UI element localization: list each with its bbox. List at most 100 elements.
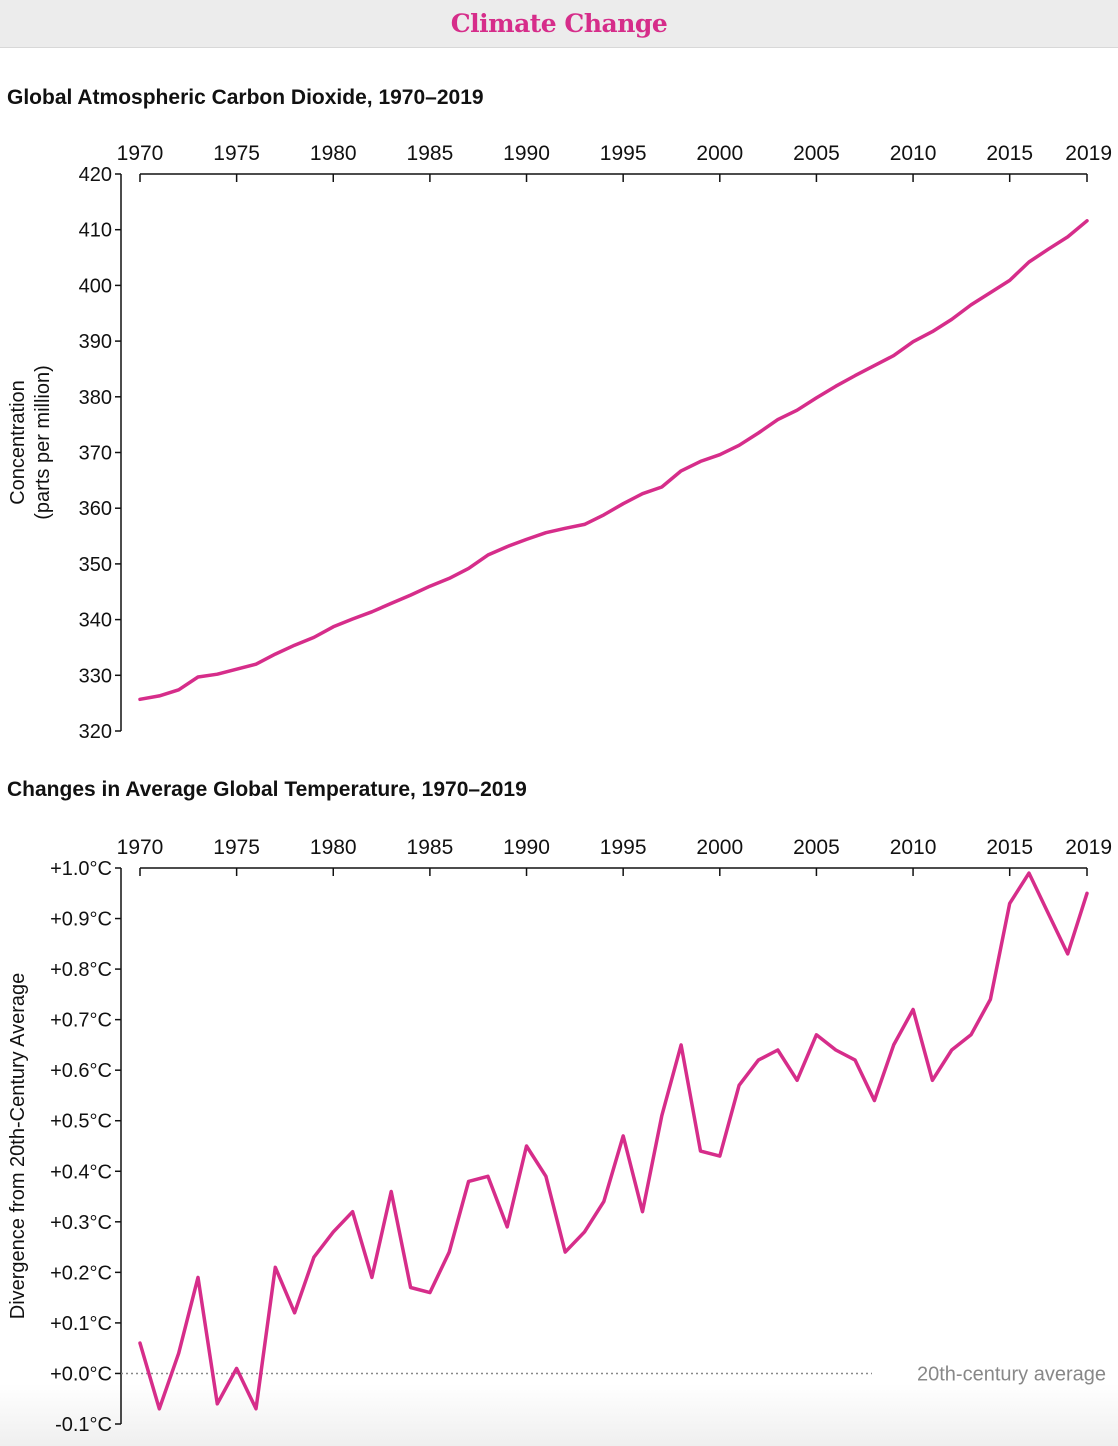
temp-data-point — [737, 1083, 741, 1087]
temp-data-point — [138, 1341, 142, 1345]
co2-y-tick-label: 410 — [79, 220, 112, 242]
temp-data-point — [1066, 952, 1070, 956]
co2-data-point — [814, 396, 818, 400]
co2-x-tick-label: 1990 — [503, 142, 550, 165]
temp-data-point — [583, 1230, 587, 1234]
co2-y-tick-label: 400 — [79, 275, 112, 297]
temp-y-tick-label: +0.7°C — [50, 1010, 112, 1032]
temp-data-point — [699, 1149, 703, 1153]
co2-y-tick-label: 370 — [79, 443, 112, 465]
temp-data-point — [196, 1275, 200, 1279]
co2-data-point — [892, 354, 896, 358]
co2-x-tick-label: 2000 — [696, 142, 743, 165]
co2-y-tick-label: 320 — [79, 721, 112, 743]
temp-x-tick-label: 1975 — [213, 836, 260, 859]
co2-data-point — [409, 593, 413, 597]
co2-data-point — [525, 537, 529, 541]
co2-x-tick-label: 2010 — [890, 142, 937, 165]
co2-y-axis-label: (parts per million) — [32, 365, 54, 519]
co2-data-point — [177, 688, 181, 692]
temp-data-point — [718, 1154, 722, 1158]
temp-data-point — [563, 1250, 567, 1254]
co2-data-point — [389, 601, 393, 605]
co2-y-tick-label: 420 — [79, 164, 112, 186]
temp-data-point — [215, 1402, 219, 1406]
temp-data-point — [544, 1174, 548, 1178]
temp-data-point — [312, 1255, 316, 1259]
temp-data-point — [1046, 912, 1050, 916]
temp-data-point — [525, 1144, 529, 1148]
temp-data-point — [273, 1265, 277, 1269]
temp-data-point — [641, 1210, 645, 1214]
temp-data-point — [872, 1099, 876, 1103]
co2-data-point — [872, 364, 876, 368]
temp-y-tick-label: +0.4°C — [50, 1161, 112, 1183]
temp-data-point — [331, 1230, 335, 1234]
bottom-fade — [0, 1384, 1118, 1446]
co2-data-point — [621, 502, 625, 506]
temp-reference-label: 20th-century average — [917, 1363, 1106, 1385]
temp-x-tick-label: 1990 — [503, 836, 550, 859]
co2-data-point — [834, 384, 838, 388]
temp-data-point — [409, 1286, 413, 1290]
co2-data-point — [776, 418, 780, 422]
temp-data-point — [157, 1407, 161, 1411]
temp-data-point — [486, 1174, 490, 1178]
temp-x-tick-label: 2019 — [1065, 836, 1112, 859]
temp-y-tick-label: +0.2°C — [50, 1262, 112, 1284]
co2-data-point — [930, 330, 934, 334]
temp-data-point — [950, 1048, 954, 1052]
temp-data-point — [930, 1078, 934, 1082]
temp-x-tick-label: 1970 — [117, 836, 164, 859]
co2-x-tick-label: 1995 — [600, 142, 647, 165]
temp-y-tick-label: +0.9°C — [50, 909, 112, 931]
temp-x-tick-label: 2015 — [986, 836, 1033, 859]
temp-data-point — [293, 1311, 297, 1315]
co2-data-point — [641, 492, 645, 496]
temp-x-tick-label: 1980 — [310, 836, 357, 859]
co2-data-point — [853, 374, 857, 378]
temp-y-tick-label: +0.5°C — [50, 1111, 112, 1133]
header-bar: Climate Change — [0, 0, 1118, 48]
temp-x-tick-label: 1995 — [600, 836, 647, 859]
co2-x-tick-label: 1980 — [310, 142, 357, 165]
temp-data-point — [853, 1058, 857, 1062]
temp-data-point — [756, 1058, 760, 1062]
co2-data-point — [157, 694, 161, 698]
temp-data-point — [254, 1407, 258, 1411]
temp-y-tick-label: +0.1°C — [50, 1313, 112, 1335]
temp-data-point — [1085, 891, 1089, 895]
temp-data-point — [447, 1250, 451, 1254]
co2-data-point — [1008, 278, 1012, 282]
co2-data-point — [370, 610, 374, 614]
temperature-chart-title: Changes in Average Global Temperature, 1… — [7, 778, 527, 801]
temp-y-tick-label: +0.6°C — [50, 1060, 112, 1082]
temp-data-point — [795, 1078, 799, 1082]
co2-y-axis-label: Concentration — [7, 380, 29, 505]
temp-data-point — [370, 1275, 374, 1279]
co2-data-point — [563, 526, 567, 530]
temp-data-point — [505, 1225, 509, 1229]
co2-data-point — [795, 408, 799, 412]
co2-data-point — [756, 431, 760, 435]
temp-data-point — [911, 1008, 915, 1012]
temp-y-tick-label: +0.3°C — [50, 1212, 112, 1234]
co2-data-point — [679, 469, 683, 473]
co2-data-point — [583, 522, 587, 526]
co2-data-point — [351, 617, 355, 621]
co2-data-point — [486, 553, 490, 557]
co2-y-tick-label: 380 — [79, 387, 112, 409]
co2-data-point — [1046, 247, 1050, 251]
temp-data-point — [892, 1043, 896, 1047]
page-title: Climate Change — [450, 9, 668, 38]
temp-data-point — [389, 1190, 393, 1194]
co2-data-point — [293, 643, 297, 647]
co2-data-point — [235, 667, 239, 671]
co2-y-tick-label: 390 — [79, 331, 112, 353]
temp-data-point — [988, 997, 992, 1001]
temp-data-point — [660, 1114, 664, 1118]
temp-y-tick-label: +0.8°C — [50, 959, 112, 981]
co2-data-point — [718, 453, 722, 457]
temp-data-point — [1008, 901, 1012, 905]
